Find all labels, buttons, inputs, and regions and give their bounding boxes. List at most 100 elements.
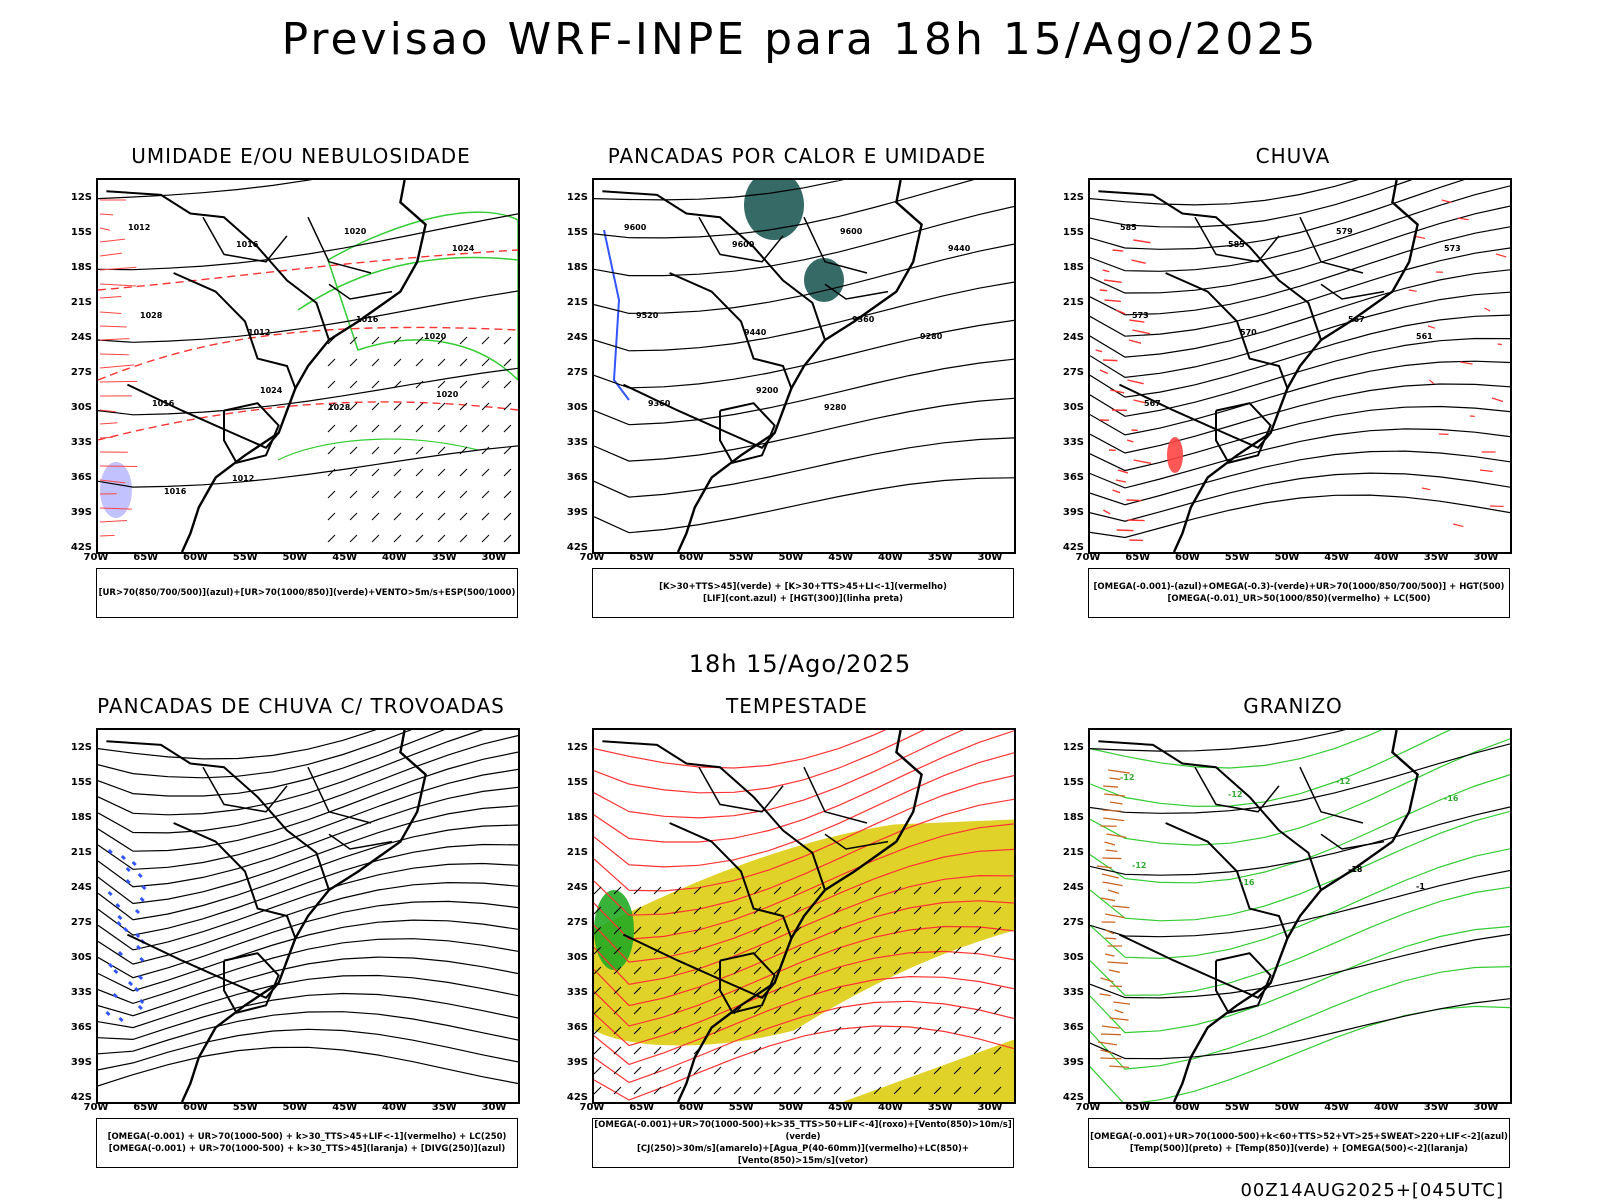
omega-orange-area [1102, 874, 1119, 878]
divergence-area [114, 970, 117, 973]
longitude-tick-label: 55W [1220, 1102, 1254, 1113]
wind-vector [874, 1047, 881, 1054]
coastline [182, 730, 426, 1102]
wind-vector [460, 425, 467, 432]
rain-area [1133, 240, 1150, 243]
longitude-tick-label: 35W [923, 552, 957, 563]
streamline [98, 939, 518, 1004]
wind-vector [504, 469, 511, 476]
wind-vector [834, 1047, 841, 1054]
contour-label: -12 [1228, 790, 1242, 799]
longitude-tick-label: 30W [477, 1102, 511, 1113]
latitude-tick-label: 36S [558, 472, 588, 483]
wind-vector [734, 1087, 741, 1094]
longitude-tick-label: 70W [1071, 552, 1105, 563]
omega-orange-area [1109, 970, 1120, 972]
panel-title: UMIDADE E/OU NEBULOSIDADE [86, 144, 516, 168]
wind-vector [394, 469, 401, 476]
height-contour [594, 207, 1014, 276]
height-500-contour [1090, 248, 1510, 336]
latitude-tick-label: 27S [62, 917, 92, 928]
latitude-tick-label: 15S [1054, 227, 1084, 238]
wind-vector [894, 1027, 901, 1034]
panel-legend: [OMEGA(-0.001) + UR>70(1000-500) + k>30_… [96, 1118, 518, 1168]
rain-area [1496, 254, 1506, 257]
omega-orange-area [1104, 794, 1125, 796]
latitude-tick-label: 30S [558, 402, 588, 413]
latitude-tick-label: 18S [62, 262, 92, 273]
state-border [1321, 834, 1384, 849]
divergence-area [120, 1018, 123, 1021]
wind-vector [954, 1047, 961, 1054]
contour-label: 579 [1336, 227, 1353, 236]
pressure-contour [98, 446, 518, 487]
wind-vector [634, 1067, 641, 1074]
rain-area [1129, 320, 1144, 322]
latitude-tick-label: 18S [1054, 262, 1084, 273]
wind-vector [814, 1047, 821, 1054]
latitude-tick-label: 18S [62, 812, 92, 823]
map-canvas [594, 730, 1014, 1102]
rain-area [1096, 350, 1102, 352]
contour-label: 9360 [648, 399, 671, 408]
latitude-tick-label: 27S [1054, 367, 1084, 378]
panel-title: CHUVA [1078, 144, 1508, 168]
omega-orange-area [1106, 834, 1126, 837]
legend-line: [OMEGA(-0.001)-(azul)+OMEGA(-0.3)-(verde… [1089, 581, 1509, 593]
streamline [98, 901, 518, 977]
contour-label: 9200 [756, 386, 779, 395]
wind-vector [328, 447, 335, 454]
latitude-tick-label: 15S [62, 227, 92, 238]
height-contour [594, 438, 1014, 497]
contour-label: 9440 [744, 328, 767, 337]
wind-vector [416, 381, 423, 388]
longitude-tick-label: 45W [824, 552, 858, 563]
omega-orange-area [1107, 962, 1128, 963]
latitude-tick-label: 30S [1054, 952, 1084, 963]
divergence-area [127, 868, 130, 871]
wind-vector [914, 1067, 921, 1074]
longitude-tick-label: 55W [724, 552, 758, 563]
rain-area [1132, 330, 1150, 334]
jet-stream-area [844, 1040, 1014, 1102]
wind-vector [814, 1067, 821, 1074]
longitude-tick-label: 35W [1419, 1102, 1453, 1113]
latitude-tick-label: 12S [558, 742, 588, 753]
latitude-tick-label: 21S [62, 297, 92, 308]
omega-orange-area [1102, 1026, 1120, 1028]
wind-vector [674, 1067, 681, 1074]
longitude-tick-label: 30W [477, 552, 511, 563]
omega-orange-area [1105, 954, 1114, 956]
latitude-tick-label: 39S [1054, 507, 1084, 518]
lifted-index-contour [604, 230, 629, 400]
wind-vector [416, 425, 423, 432]
wind-vector [328, 469, 335, 476]
rain-area [1117, 530, 1134, 531]
streamline [98, 957, 518, 1016]
longitude-tick-label: 65W [129, 1102, 163, 1113]
wind-vector [372, 469, 379, 476]
contour-label: 9440 [948, 244, 971, 253]
longitude-tick-label: 50W [278, 1102, 312, 1113]
longitude-tick-label: 45W [328, 1102, 362, 1113]
wind-vector [834, 1027, 841, 1034]
latitude-tick-label: 30S [558, 952, 588, 963]
wind-vector [372, 359, 379, 366]
wind-vector [372, 337, 379, 344]
omega-orange-area [1108, 890, 1119, 894]
wind-vector [482, 491, 489, 498]
wind-vector [934, 1007, 941, 1014]
divergence-area [124, 928, 127, 931]
contour-label: 1012 [128, 223, 150, 232]
omega-orange-area [1100, 994, 1111, 996]
wind-vector [460, 447, 467, 454]
longitude-tick-label: 55W [724, 1102, 758, 1113]
map-frame: 585585579573573570567561567 [1088, 178, 1512, 554]
humidity-red-scatter [100, 437, 113, 438]
latitude-tick-label: 33S [558, 987, 588, 998]
latitude-tick-label: 39S [62, 1057, 92, 1068]
latitude-tick-label: 39S [558, 1057, 588, 1068]
contour-label: -12 [1120, 773, 1134, 782]
wind-vector [504, 513, 511, 520]
wind-vector [482, 381, 489, 388]
